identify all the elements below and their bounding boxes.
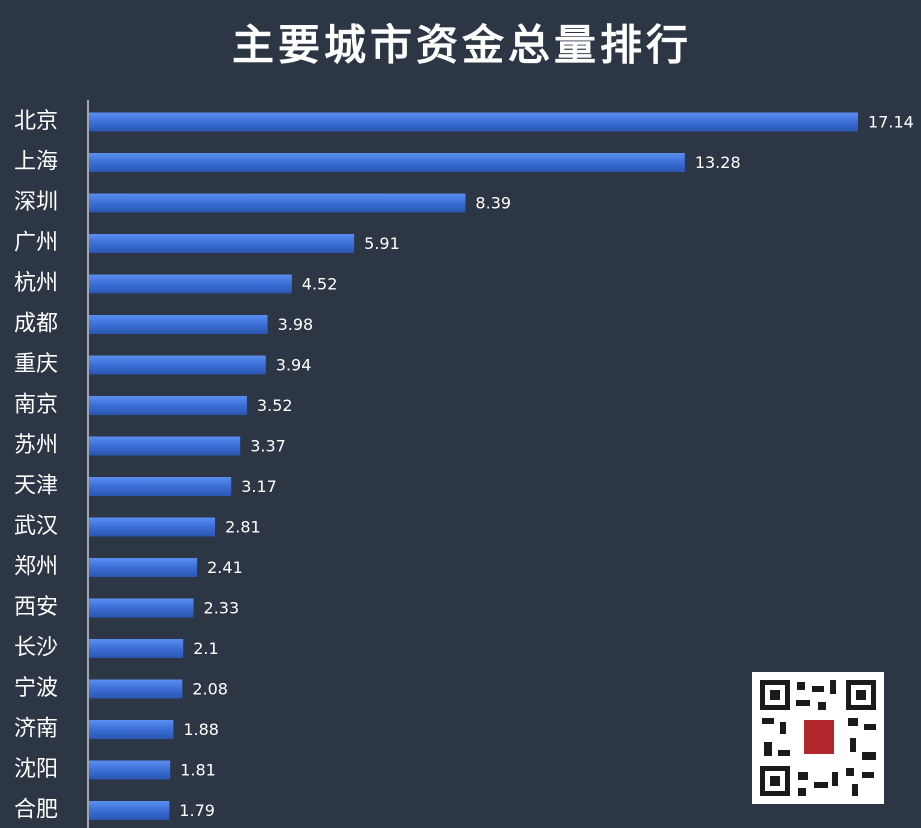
bar — [89, 396, 247, 415]
bar — [89, 274, 292, 294]
bar — [89, 760, 171, 780]
y-tick-label: 杭州 — [14, 271, 58, 296]
bar — [89, 679, 183, 699]
value-label: 2.08 — [192, 680, 228, 699]
value-label: 1.88 — [183, 720, 219, 739]
bar — [89, 315, 268, 334]
bar — [89, 558, 198, 577]
y-tick-label: 济南 — [14, 717, 58, 742]
bar — [89, 112, 858, 132]
y-tick-label: 重庆 — [14, 352, 58, 377]
value-label: 8.39 — [475, 194, 511, 213]
y-tick-label: 沈阳 — [14, 757, 58, 782]
bar — [89, 720, 174, 739]
bar — [89, 234, 355, 253]
value-label: 3.17 — [241, 477, 277, 496]
bar — [89, 436, 241, 456]
value-label: 1.81 — [180, 761, 216, 780]
chart-title: 主要城市资金总量排行 — [232, 21, 692, 70]
value-label: 3.37 — [250, 437, 286, 456]
y-tick-label: 上海 — [14, 150, 58, 175]
bar — [89, 355, 266, 375]
value-label: 17.14 — [868, 113, 914, 132]
value-label: 13.28 — [695, 153, 741, 172]
qr-code — [752, 672, 884, 804]
value-label: 5.91 — [364, 234, 400, 253]
bar — [89, 801, 170, 820]
value-label: 3.98 — [278, 315, 314, 334]
value-label: 3.94 — [276, 356, 312, 375]
value-label: 2.81 — [225, 518, 261, 537]
y-tick-label: 南京 — [14, 393, 58, 418]
value-label: 1.79 — [179, 801, 215, 820]
y-tick-label: 郑州 — [14, 555, 58, 580]
y-tick-label: 苏州 — [14, 433, 58, 458]
y-tick-label: 深圳 — [14, 190, 58, 215]
bar — [89, 477, 232, 496]
y-tick-label: 广州 — [14, 231, 58, 256]
value-label: 3.52 — [257, 396, 293, 415]
value-label: 2.1 — [193, 639, 218, 658]
y-tick-label: 武汉 — [14, 514, 58, 539]
bar — [89, 153, 685, 172]
value-label: 2.33 — [204, 599, 240, 618]
value-label: 4.52 — [302, 275, 338, 294]
bar — [89, 598, 194, 618]
y-tick-label: 西安 — [14, 595, 58, 620]
y-tick-label: 宁波 — [14, 676, 58, 701]
value-label: 2.41 — [207, 558, 243, 577]
bar — [89, 639, 184, 658]
bar — [89, 517, 216, 537]
bar — [89, 193, 466, 213]
y-tick-label: 成都 — [14, 312, 58, 337]
y-tick-label: 北京 — [14, 109, 58, 134]
y-tick-label: 天津 — [14, 474, 58, 499]
y-tick-label: 合肥 — [14, 798, 58, 823]
y-tick-label: 长沙 — [14, 636, 58, 661]
